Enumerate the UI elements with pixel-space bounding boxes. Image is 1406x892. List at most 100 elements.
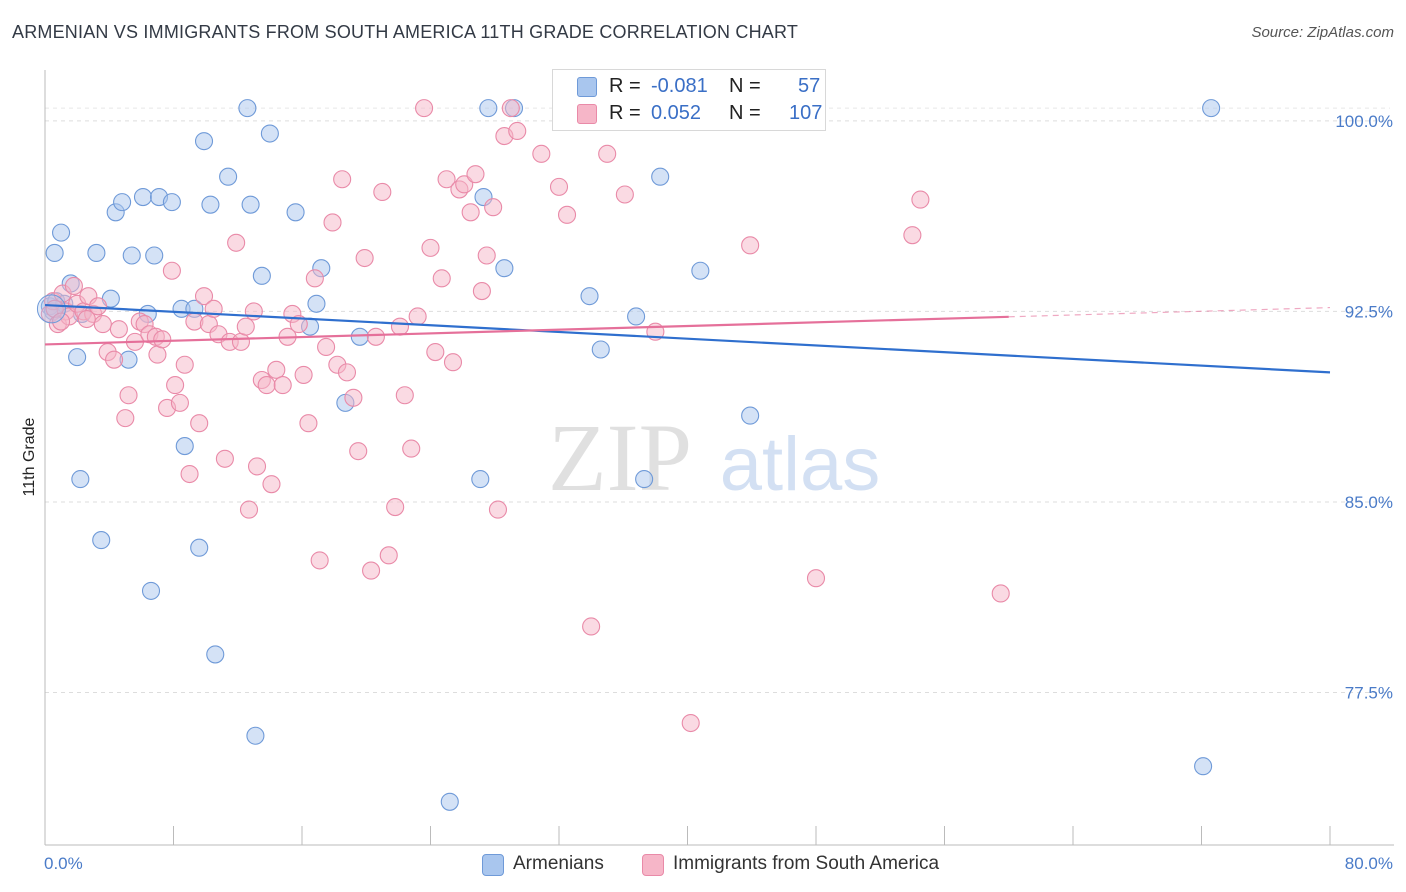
armenians-point xyxy=(651,167,670,186)
legend-swatch-armenians xyxy=(577,77,597,97)
immigrants-trend-extension xyxy=(1008,306,1331,318)
armenians-point xyxy=(580,287,599,306)
immigrants-point xyxy=(432,269,451,288)
armenians-point xyxy=(286,203,305,222)
immigrants-point xyxy=(305,269,324,288)
armenians-point xyxy=(71,470,90,489)
armenians-point xyxy=(194,132,214,151)
immigrants-point xyxy=(532,144,551,163)
immigrants-point xyxy=(466,165,485,184)
immigrants-point xyxy=(239,500,259,519)
armenians-point xyxy=(307,294,326,313)
armenians-point xyxy=(162,193,181,212)
armenians-point xyxy=(260,124,279,143)
armenians-point xyxy=(145,246,164,265)
immigrants-point xyxy=(227,233,246,252)
armenians-point xyxy=(206,645,225,664)
immigrants-point xyxy=(267,360,286,379)
immigrants-point xyxy=(170,393,189,412)
immigrants-point xyxy=(93,315,112,334)
immigrants-point xyxy=(215,449,234,468)
immigrants-point xyxy=(148,345,167,364)
armenians-point xyxy=(1194,757,1213,776)
immigrants-point xyxy=(472,282,491,301)
immigrants-point xyxy=(262,475,281,494)
immigrants-point xyxy=(991,584,1010,603)
armenians-cluster-point xyxy=(36,294,66,324)
armenians-point xyxy=(87,243,106,263)
chart-title: ARMENIAN VS IMMIGRANTS FROM SOUTH AMERIC… xyxy=(12,22,799,42)
immigrants-point xyxy=(77,309,96,329)
immigrants-point xyxy=(501,99,520,118)
immigrants-point xyxy=(344,388,363,407)
immigrants-point xyxy=(488,500,508,519)
immigrants-point xyxy=(289,315,308,334)
labels-layer: 100.0% 92.5% 85.0% 77.5% 0.0% 80.0% 11th Grade xyxy=(21,112,1393,873)
immigrants-point xyxy=(109,320,128,339)
immigrants-point xyxy=(166,376,185,395)
armenians-point xyxy=(190,538,209,557)
immigrants-point xyxy=(153,330,172,349)
immigrants-point xyxy=(395,386,414,405)
series-legend: Armenians Immigrants from South America xyxy=(0,852,1406,878)
immigrants-point xyxy=(310,551,329,570)
immigrants-point xyxy=(615,185,634,204)
immigrants-point xyxy=(373,182,392,202)
immigrants-point xyxy=(190,414,209,433)
immigrants-point xyxy=(333,170,352,189)
immigrants-trend-line xyxy=(44,315,1009,346)
immigrants-point xyxy=(247,457,267,476)
immigrants-point xyxy=(681,713,700,733)
armenians-point xyxy=(471,470,490,489)
immigrants-point xyxy=(116,409,135,428)
grid-layer xyxy=(45,107,1390,694)
legend-swatch-immigrants xyxy=(642,854,664,876)
immigrants-point xyxy=(402,439,421,458)
y-tick-label: 100.0% xyxy=(1335,112,1393,131)
immigrants-point xyxy=(349,442,368,461)
immigrants-point xyxy=(355,248,374,268)
immigrants-point xyxy=(806,569,826,588)
immigrants-point xyxy=(175,355,194,374)
points-layer xyxy=(36,99,1221,811)
armenians-point xyxy=(479,99,498,118)
armenians-point xyxy=(238,99,257,118)
legend-r-value: 0.052 xyxy=(651,102,702,124)
legend-r-label: R = xyxy=(609,75,641,97)
legend-label-immigrants: Immigrants from South America xyxy=(673,853,940,874)
armenians-point xyxy=(133,187,153,207)
immigrants-point xyxy=(386,497,405,517)
armenians-point xyxy=(45,243,64,263)
trend-layer xyxy=(44,303,1331,374)
armenians-point xyxy=(92,531,111,550)
y-axis-label: 11th Grade xyxy=(21,417,38,496)
watermark-zip: ZIP xyxy=(548,404,692,511)
armenians-point xyxy=(246,726,265,745)
x-tick-label-min: 0.0% xyxy=(44,854,83,873)
immigrants-point xyxy=(426,342,445,362)
immigrants-point xyxy=(231,332,251,351)
immigrants-point xyxy=(582,617,601,636)
immigrants-point xyxy=(180,464,199,484)
immigrants-point xyxy=(64,276,83,296)
armenians-point xyxy=(68,348,87,367)
immigrants-point xyxy=(408,307,427,326)
immigrants-point xyxy=(299,414,318,433)
immigrants-point xyxy=(903,226,922,245)
immigrants-point xyxy=(557,205,577,224)
armenians-point xyxy=(241,195,260,214)
immigrants-point xyxy=(508,121,527,141)
immigrants-point xyxy=(337,363,357,382)
y-tick-label: 92.5% xyxy=(1345,302,1393,321)
legend-r-value: -0.081 xyxy=(651,75,708,97)
armenians-trend-line xyxy=(44,303,1331,374)
armenians-point xyxy=(252,266,271,285)
immigrants-point xyxy=(443,353,463,372)
armenians-point xyxy=(350,327,369,346)
immigrants-point xyxy=(598,144,617,163)
immigrants-point xyxy=(421,238,440,257)
legend-n-label: N = xyxy=(729,102,761,124)
y-tick-label: 77.5% xyxy=(1345,684,1393,703)
immigrants-point xyxy=(455,175,474,194)
